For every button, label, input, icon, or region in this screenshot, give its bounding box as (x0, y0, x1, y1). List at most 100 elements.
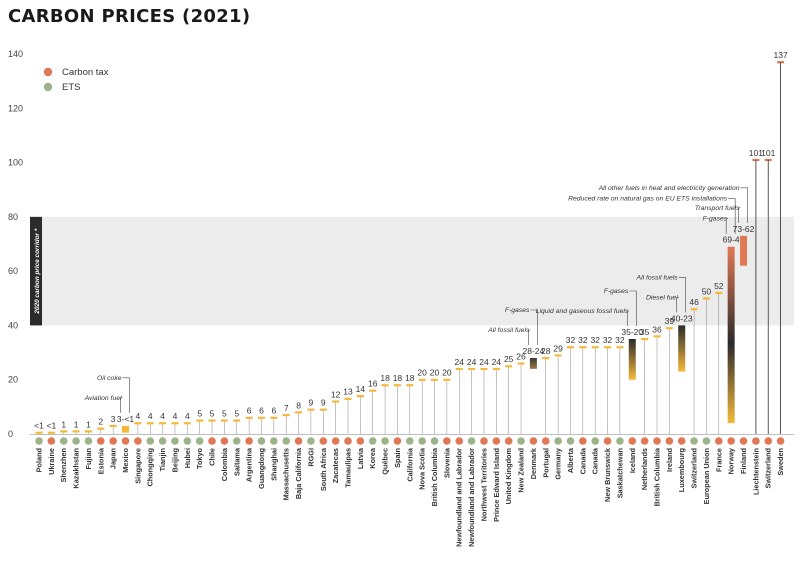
corridor-band (30, 216, 794, 326)
bar-cap (418, 378, 426, 381)
category-label: Newfoundland and Labrador (467, 448, 476, 547)
value-label: 32 (590, 335, 600, 345)
category-label: Alberta (566, 447, 575, 473)
annotation-label: Aviation fuel (84, 395, 122, 402)
category-label: Colombia (220, 447, 229, 481)
bar-cap (616, 346, 624, 349)
value-label: 32 (566, 335, 576, 345)
y-tick-label: 120 (8, 103, 23, 113)
category-marker (603, 437, 612, 445)
category-marker (455, 437, 464, 445)
value-label: 1 (74, 419, 79, 429)
category-marker (677, 437, 686, 445)
category-marker (270, 437, 278, 445)
category-marker (579, 437, 587, 445)
category-label: Slovenia (442, 447, 451, 478)
value-label: 5 (197, 408, 202, 418)
category-label: Tianjin (158, 448, 167, 471)
bar-cap (393, 384, 401, 387)
bar-cap (715, 291, 723, 295)
value-label: 52 (714, 281, 724, 291)
category-marker (628, 437, 637, 445)
corridor-label: 2020 carbon price corridor * (34, 228, 41, 314)
value-label: <1 (47, 421, 57, 431)
bar-cap (245, 416, 253, 419)
annotation-leader (738, 207, 741, 223)
category-marker (616, 437, 624, 445)
category-label: United Kingdom (504, 447, 513, 504)
category-label: Argentina (245, 447, 254, 482)
annotation-leader (626, 310, 630, 326)
bar-cap (517, 362, 525, 365)
bar-cap (332, 400, 340, 403)
category-label: Prince Edward Island (492, 448, 501, 522)
y-tick-label: 140 (8, 49, 23, 59)
category-marker (307, 437, 315, 445)
category-marker (727, 437, 735, 445)
category-label: Fujian (84, 448, 93, 470)
category-marker (541, 437, 550, 445)
bar-cap (431, 378, 439, 381)
value-label: 35 (640, 327, 650, 337)
value-label: 137 (774, 50, 788, 60)
value-label: 50 (702, 286, 712, 296)
annotation-leader (678, 277, 687, 313)
bar-cap (47, 431, 55, 434)
category-label: Luxembourg (677, 448, 686, 492)
bar-cap (307, 408, 315, 411)
bar-cap (208, 419, 216, 422)
value-label: 4 (136, 411, 141, 421)
category-label: Spain (393, 448, 402, 468)
category-label: Canada (591, 447, 600, 474)
category-label: European Union (702, 448, 711, 504)
annotation-leader (530, 309, 538, 345)
category-label: Zacatecas (331, 448, 340, 483)
bar-cap (492, 367, 500, 371)
range-bar (740, 235, 748, 266)
y-tick-label: 0 (8, 429, 13, 439)
bar-cap (183, 422, 191, 425)
annotation-leader (120, 397, 123, 413)
bar-cap (35, 431, 43, 434)
value-label: 29 (553, 343, 563, 353)
category-label: Baja California (294, 447, 303, 499)
category-marker (653, 437, 661, 445)
bar-cap (702, 297, 710, 300)
category-marker (47, 437, 56, 445)
annotation-label: F-gases (505, 307, 530, 314)
category-label: Norway (727, 447, 736, 474)
category-marker (109, 437, 117, 445)
value-label: 1 (86, 419, 91, 429)
range-bar (628, 339, 636, 380)
value-label: 5 (234, 408, 239, 418)
value-label: 9 (309, 398, 314, 408)
bar-cap (344, 397, 352, 400)
category-marker (566, 437, 575, 445)
category-label: Switzerland (690, 448, 699, 489)
category-label: New Brunswick (603, 447, 612, 502)
bar-cap (579, 346, 587, 349)
legend-marker (43, 67, 53, 77)
value-label: 24 (455, 357, 465, 367)
bar-cap (196, 419, 204, 422)
annotation-leader (728, 198, 736, 234)
category-marker (554, 437, 562, 445)
value-label: 14 (356, 384, 366, 394)
bar-cap (295, 411, 303, 414)
bar-cap (257, 416, 265, 419)
category-marker (480, 437, 488, 445)
bar-cap (159, 422, 167, 425)
category-label: Tokyo (195, 447, 204, 468)
category-marker (715, 437, 723, 445)
bar-cap (356, 395, 364, 398)
value-label: 9 (321, 398, 326, 408)
value-label: 39 (665, 316, 675, 326)
value-label: 6 (247, 406, 252, 416)
category-label: Canada (578, 447, 587, 474)
value-label: 25 (504, 354, 514, 364)
value-label: 3 (111, 414, 116, 424)
annotation-label: All fossil fuels (487, 327, 530, 334)
category-marker (381, 437, 389, 445)
annotation-leader (725, 218, 729, 234)
category-marker (72, 437, 80, 445)
